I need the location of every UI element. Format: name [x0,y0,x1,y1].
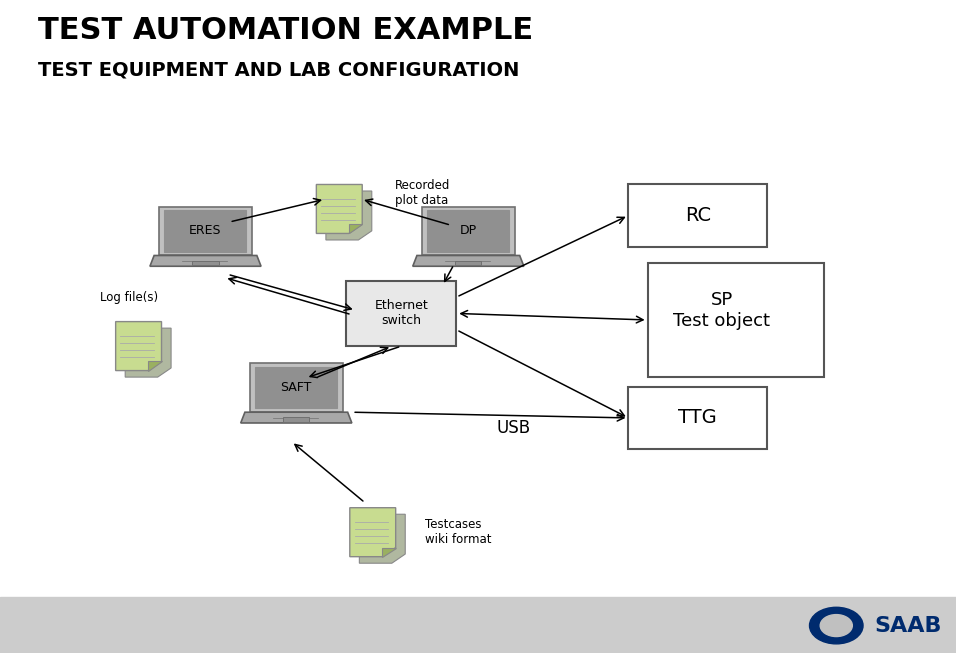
Circle shape [820,614,852,637]
Text: SAFT: SAFT [280,381,312,394]
Polygon shape [241,412,351,423]
Polygon shape [115,322,161,370]
Polygon shape [421,206,515,255]
Text: DP: DP [460,225,477,238]
Polygon shape [159,206,252,255]
Polygon shape [348,224,362,233]
Polygon shape [427,210,510,251]
Text: USB: USB [497,419,531,437]
Text: ERES: ERES [189,225,222,238]
Bar [647,263,825,377]
Text: RC: RC [684,206,710,225]
Polygon shape [125,328,171,377]
Polygon shape [413,255,524,266]
Polygon shape [164,210,247,251]
Text: TEST EQUIPMENT AND LAB CONFIGURATION: TEST EQUIPMENT AND LAB CONFIGURATION [38,60,519,79]
Text: Log file(s): Log file(s) [100,291,158,304]
Bar [629,387,767,449]
Circle shape [809,607,863,644]
Text: SP
Test object: SP Test object [673,291,770,330]
Text: Recorded
plot data: Recorded plot data [395,179,450,206]
Polygon shape [359,515,405,563]
Polygon shape [148,362,161,370]
Bar [192,261,219,265]
Polygon shape [382,547,396,556]
Text: Testcases
wiki format: Testcases wiki format [425,518,492,546]
Text: TTG: TTG [679,408,717,428]
Bar [629,184,767,246]
Bar [455,261,481,265]
Polygon shape [250,363,343,412]
Polygon shape [349,508,396,556]
Polygon shape [150,255,261,266]
Polygon shape [255,367,337,408]
Bar [0,597,956,653]
Polygon shape [317,184,362,233]
Text: TEST AUTOMATION EXAMPLE: TEST AUTOMATION EXAMPLE [38,16,534,45]
Bar [283,417,309,422]
Bar [347,281,456,346]
Text: Ethernet
switch: Ethernet switch [374,300,428,327]
Text: SAAB: SAAB [875,616,942,635]
Polygon shape [325,191,372,240]
